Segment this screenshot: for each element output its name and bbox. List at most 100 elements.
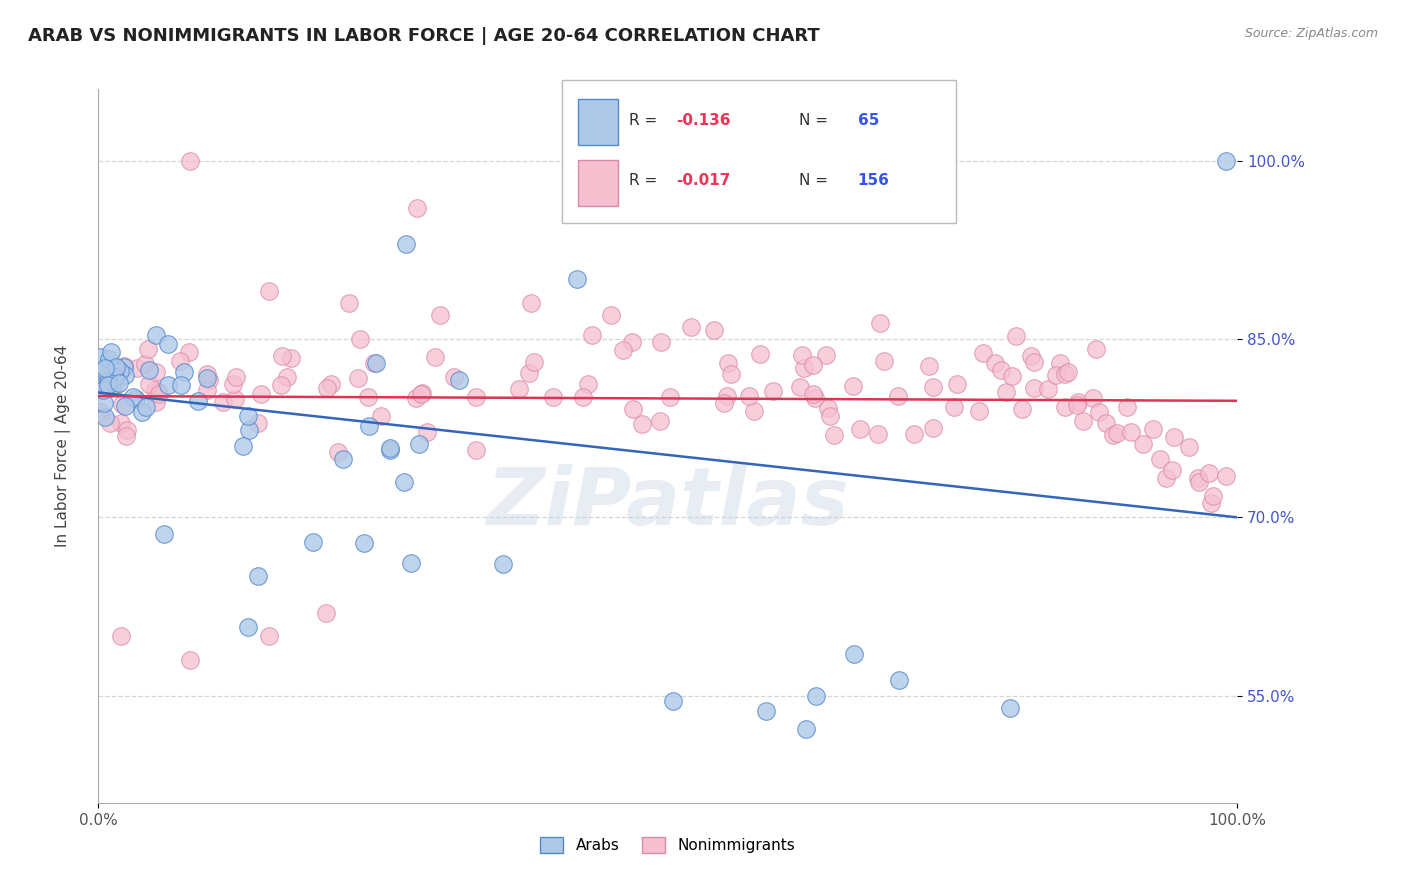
Point bbox=[225, 370, 247, 384]
Point bbox=[565, 272, 588, 286]
Point bbox=[177, 345, 200, 359]
Point bbox=[790, 348, 813, 362]
Point bbox=[101, 379, 124, 393]
Point bbox=[612, 343, 634, 357]
Text: ZiPatlas: ZiPatlas bbox=[486, 464, 849, 542]
Point bbox=[259, 629, 281, 643]
Point bbox=[169, 353, 191, 368]
Point bbox=[1085, 342, 1108, 356]
Point bbox=[408, 437, 430, 451]
Point bbox=[1198, 467, 1220, 481]
Point bbox=[942, 401, 965, 415]
Point bbox=[145, 365, 167, 379]
Point bbox=[236, 409, 259, 423]
Point bbox=[581, 328, 603, 343]
Point bbox=[814, 348, 837, 362]
Point bbox=[972, 346, 994, 360]
Point bbox=[111, 397, 134, 411]
Text: In Labor Force | Age 20-64: In Labor Force | Age 20-64 bbox=[55, 345, 72, 547]
Point bbox=[1022, 381, 1045, 395]
Point bbox=[232, 439, 254, 453]
Point bbox=[523, 355, 546, 369]
Point bbox=[921, 379, 943, 393]
Text: -0.017: -0.017 bbox=[676, 173, 731, 187]
Point bbox=[1215, 468, 1237, 483]
Point bbox=[315, 381, 337, 395]
Point bbox=[1178, 440, 1201, 454]
Point bbox=[1019, 349, 1042, 363]
Point bbox=[100, 345, 122, 359]
Point bbox=[520, 296, 543, 310]
Point bbox=[658, 390, 681, 404]
Point bbox=[804, 689, 827, 703]
Point bbox=[720, 367, 742, 381]
Point bbox=[115, 429, 138, 443]
Point bbox=[648, 414, 671, 428]
Point bbox=[246, 417, 269, 431]
Point bbox=[250, 386, 273, 401]
Point bbox=[96, 369, 118, 384]
Point bbox=[1161, 463, 1184, 477]
Point bbox=[818, 409, 841, 424]
Point bbox=[844, 647, 866, 661]
Point bbox=[357, 390, 380, 404]
Point bbox=[842, 378, 865, 392]
Point bbox=[145, 328, 167, 343]
Point bbox=[198, 373, 221, 387]
Point bbox=[1201, 489, 1223, 503]
Point bbox=[416, 425, 439, 439]
Point bbox=[337, 296, 360, 310]
Point bbox=[112, 359, 135, 373]
Point bbox=[94, 409, 117, 424]
Point bbox=[429, 308, 451, 322]
FancyBboxPatch shape bbox=[562, 80, 956, 223]
Point bbox=[247, 568, 270, 582]
Point bbox=[406, 201, 429, 215]
Point bbox=[945, 377, 967, 392]
Point bbox=[1049, 356, 1071, 370]
Point bbox=[742, 404, 765, 418]
Text: R =: R = bbox=[630, 112, 658, 128]
Bar bbox=[578, 161, 617, 206]
Point bbox=[315, 606, 337, 620]
Point bbox=[97, 377, 120, 392]
Point bbox=[170, 378, 193, 392]
Point bbox=[131, 405, 153, 419]
Point bbox=[89, 374, 111, 388]
Point bbox=[146, 384, 169, 399]
Point bbox=[886, 389, 908, 403]
Point bbox=[443, 370, 465, 384]
Point bbox=[405, 391, 427, 405]
Point bbox=[465, 443, 488, 458]
Point bbox=[378, 442, 401, 456]
Text: Source: ZipAtlas.com: Source: ZipAtlas.com bbox=[1244, 27, 1378, 40]
Point bbox=[1094, 417, 1116, 431]
Point bbox=[1081, 391, 1104, 405]
Point bbox=[903, 426, 925, 441]
Point bbox=[1001, 368, 1024, 383]
Point bbox=[108, 364, 131, 378]
Point bbox=[93, 363, 115, 377]
Point bbox=[887, 673, 910, 687]
Point bbox=[984, 356, 1007, 370]
Point bbox=[621, 402, 644, 417]
Point bbox=[1054, 400, 1077, 414]
Point bbox=[1004, 328, 1026, 343]
Point bbox=[994, 385, 1017, 400]
Point bbox=[370, 409, 392, 423]
Point bbox=[238, 620, 260, 634]
Point bbox=[89, 405, 111, 419]
Text: -0.136: -0.136 bbox=[676, 112, 731, 128]
Point bbox=[259, 285, 281, 299]
Point bbox=[321, 376, 343, 391]
Point bbox=[600, 308, 623, 322]
Point bbox=[1057, 365, 1080, 379]
Point bbox=[347, 370, 370, 384]
Point bbox=[755, 704, 778, 718]
Point bbox=[143, 383, 166, 397]
Point bbox=[761, 384, 783, 398]
Point bbox=[276, 370, 298, 384]
Point bbox=[918, 359, 941, 374]
Point bbox=[541, 391, 564, 405]
Point bbox=[1149, 452, 1171, 467]
